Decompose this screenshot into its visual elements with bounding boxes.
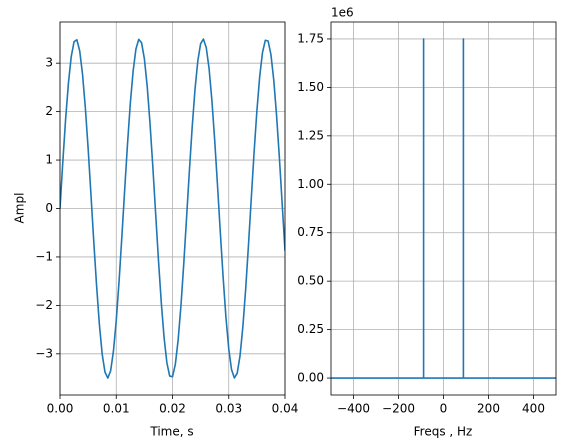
y-tick-label: 1.75 [297,31,324,45]
y-tick-label: −3 [35,346,53,360]
y-tick-label: −1 [35,249,53,263]
y-tick-label: 2 [45,104,53,118]
x-tick-label: −400 [337,402,370,416]
y-tick-label: 0.50 [297,274,324,288]
y-tick-label: 3 [45,56,53,70]
y-tick-label: −2 [35,298,53,312]
x-tick-label: 0 [440,402,448,416]
x-tick-label: 0.00 [47,402,74,416]
x-tick-label: 200 [477,402,500,416]
y-tick-label: 1 [45,153,53,167]
plot-frame [59,21,286,396]
y-tick-label: 0.00 [297,371,324,385]
data-line [60,38,285,379]
y-tick-label: 0.25 [297,322,324,336]
x-axis-label: Time, s [149,425,193,439]
x-tick-label: 0.04 [272,402,299,416]
x-tick-label: 0.03 [215,402,242,416]
y-tick-label: 0 [45,201,53,215]
y-tick-label: 1.00 [297,177,324,191]
y-axis-label: Ampl [13,193,27,224]
x-axis-label: Freqs , Hz [414,425,473,439]
y-tick-label: 0.75 [297,225,324,239]
x-tick-label: 0.02 [159,402,186,416]
data-line [331,38,556,379]
x-tick-label: −200 [382,402,415,416]
offset-text: 1e6 [331,6,354,20]
x-tick-label: 0.01 [103,402,130,416]
y-tick-label: 1.25 [297,128,324,142]
plot-frame [330,21,557,396]
y-tick-label: 1.50 [297,80,324,94]
x-tick-label: 400 [522,402,545,416]
